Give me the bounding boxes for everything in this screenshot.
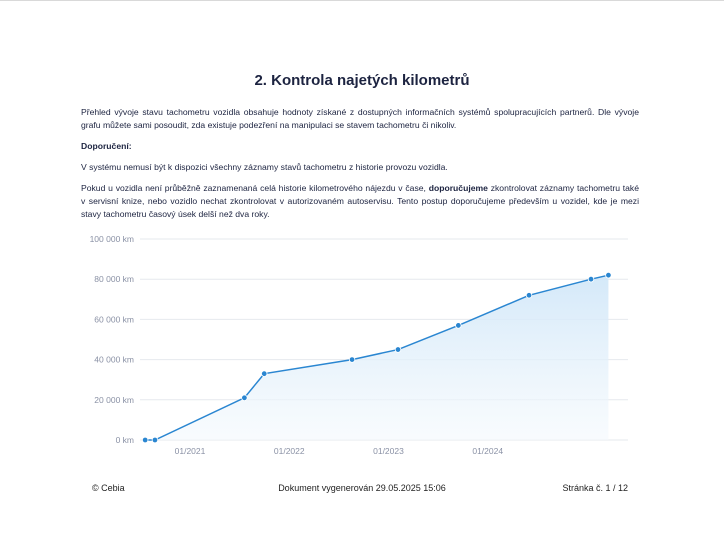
footer-page-number: Stránka č. 1 / 12 — [562, 483, 628, 493]
data-point — [261, 370, 268, 377]
data-point — [151, 436, 159, 444]
y-tick-label: 0 km — [116, 435, 134, 445]
top-divider — [0, 0, 724, 1]
y-tick-label: 100 000 km — [90, 234, 134, 244]
document-body: Přehled vývoje stavu tachometru vozidla … — [81, 106, 639, 229]
advice-paragraph: Pokud u vozidla není průběžně zaznamenan… — [81, 182, 639, 221]
footer-generated-date: Dokument vygenerován 29.05.2025 15:06 — [278, 483, 446, 493]
data-point — [348, 356, 356, 363]
series-area — [145, 275, 609, 440]
y-tick-label: 80 000 km — [94, 274, 134, 284]
x-tick-label: 01/2021 — [175, 446, 206, 456]
advice-emphasis: doporučujeme — [428, 183, 488, 193]
y-tick-label: 40 000 km — [94, 355, 134, 365]
data-point — [525, 292, 533, 299]
x-tick-label: 01/2024 — [472, 446, 503, 456]
advice-text-end: zkontrolovat záznamy tachometru také v s… — [81, 183, 639, 219]
x-tick-label: 01/2022 — [274, 446, 305, 456]
data-point — [141, 436, 149, 444]
advice-text-start: Pokud u vozidla není průběžně zaznamenan… — [81, 183, 429, 193]
data-point — [587, 276, 595, 283]
y-tick-label: 60 000 km — [94, 314, 134, 324]
footer-copyright: © Cebia — [92, 483, 125, 493]
intro-paragraph: Přehled vývoje stavu tachometru vozidla … — [81, 107, 639, 130]
data-point — [605, 271, 612, 279]
page-title: 2. Kontrola najetých kilometrů — [254, 72, 470, 89]
series-line — [145, 274, 609, 441]
y-tick-label: 20 000 km — [94, 395, 134, 405]
x-tick-label: 01/2023 — [373, 446, 404, 456]
note-paragraph: V systému nemusí být k dispozici všechny… — [81, 162, 448, 172]
recommendation-heading: Doporučení: — [81, 141, 132, 151]
data-point — [455, 322, 462, 329]
odometer-chart: 0 km 20 000 km 40 000 km 60 000 km 80 000 km… — [90, 234, 628, 456]
data-point — [241, 394, 248, 401]
data-point — [394, 346, 402, 353]
